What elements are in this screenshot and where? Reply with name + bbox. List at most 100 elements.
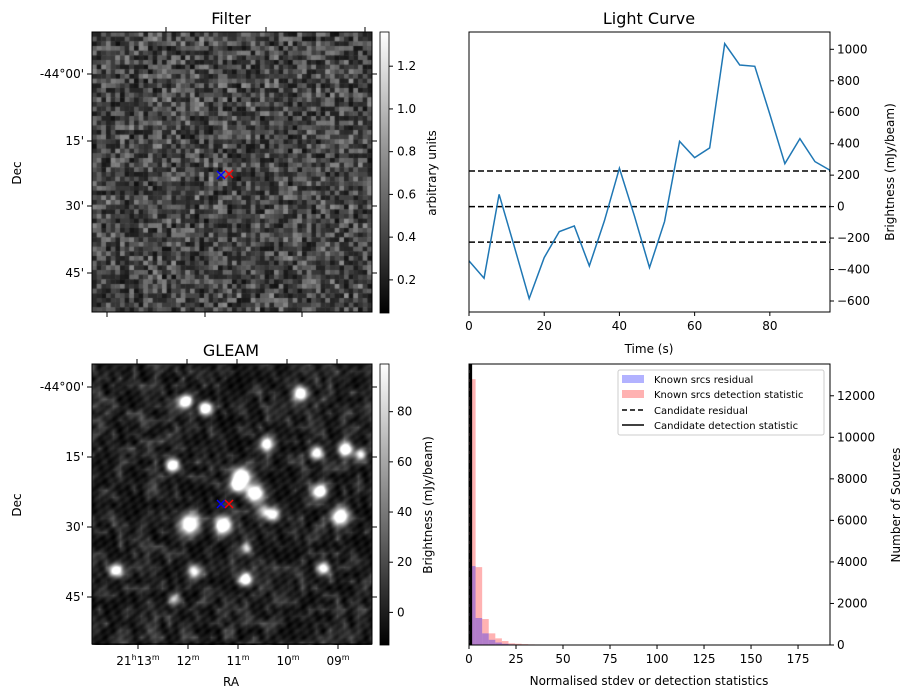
y-tick-label: −400 — [837, 263, 870, 277]
dec-tick-label: 15' — [65, 450, 84, 464]
colorbar-tick-label: 1.0 — [397, 102, 416, 116]
hist-bar — [488, 633, 496, 645]
dec-tick-label: 30' — [65, 199, 84, 213]
dec-tick-label: 45' — [65, 266, 84, 280]
hist-bar — [501, 643, 509, 645]
hist-ylabel: Number of Sources — [889, 448, 903, 563]
y-tick-label: −200 — [837, 231, 870, 245]
ra-tick-label: 11m — [226, 653, 249, 668]
ra-tick-label: 09m — [326, 653, 349, 668]
colorbar-tick-label: 0.2 — [397, 273, 416, 287]
gleam-image — [92, 364, 372, 645]
hist-bar — [482, 619, 489, 645]
gleam-xlabel: RA — [223, 675, 240, 689]
x-tick-label: 125 — [693, 652, 716, 666]
legend-label: Known srcs residual — [654, 375, 753, 386]
dec-tick-label: 30' — [65, 520, 84, 534]
x-tick-label: 75 — [602, 652, 617, 666]
ra-tick-label: 21h13m — [116, 653, 160, 668]
y-tick-label: 8000 — [837, 472, 868, 486]
filter-ylabel: Dec — [10, 161, 24, 184]
x-tick-label: 60 — [687, 319, 702, 333]
ra-tick-label: 12m — [176, 653, 199, 668]
hist-xlabel: Normalised stdev or detection statistics — [530, 674, 769, 688]
legend — [617, 369, 825, 436]
hist-bar — [488, 639, 496, 645]
x-tick-label: 100 — [646, 652, 669, 666]
x-tick-label: 40 — [612, 319, 627, 333]
colorbar-tick-label: 0 — [397, 605, 405, 619]
colorbar-tick-label: 1.2 — [397, 59, 416, 73]
legend-label: Candidate detection statistic — [654, 421, 798, 432]
hist-bar — [515, 643, 522, 645]
blue-cross-marker — [216, 499, 226, 509]
legend-swatch — [622, 390, 644, 398]
lightcurve-xlabel: Time (s) — [624, 342, 674, 356]
red-cross-marker — [224, 499, 234, 509]
gleam-cbar-label: Brightness (mJy/beam) — [421, 436, 435, 574]
y-tick-label: 600 — [837, 105, 860, 119]
gleam-ylabel: Dec — [10, 493, 24, 516]
legend-label: Known srcs detection statistic — [654, 390, 803, 401]
legend-label: Candidate residual — [654, 406, 748, 417]
x-tick-label: 80 — [762, 319, 777, 333]
dec-tick-label: 15' — [65, 134, 84, 148]
hist-bar — [495, 642, 502, 645]
y-tick-label: 1000 — [837, 42, 868, 56]
x-tick-label: 150 — [740, 652, 763, 666]
x-tick-label: 0 — [465, 319, 473, 333]
colorbar-tick-label: 40 — [397, 505, 412, 519]
colorbar-tick-label: 0.4 — [397, 230, 416, 244]
filter-cbar-label: arbitrary units — [425, 130, 439, 216]
hist-bar — [508, 643, 516, 645]
dec-tick-label: -44°00' — [40, 380, 84, 394]
ra-tick-label: 10m — [276, 653, 299, 668]
y-tick-label: 4000 — [837, 555, 868, 569]
colorbar-tick-label: 20 — [397, 555, 412, 569]
y-tick-label: 10000 — [837, 430, 875, 444]
hist-bar — [482, 633, 489, 645]
lightcurve-frame — [468, 31, 831, 313]
x-tick-label: 20 — [537, 319, 552, 333]
dec-tick-label: -44°00' — [40, 67, 84, 81]
y-tick-label: 0 — [837, 200, 845, 214]
y-tick-label: 400 — [837, 137, 860, 151]
y-tick-label: 6000 — [837, 513, 868, 527]
y-tick-label: 200 — [837, 168, 860, 182]
colorbar — [379, 363, 390, 646]
lightcurve-title: Light Curve — [603, 9, 695, 28]
light-curve-line — [468, 41, 831, 302]
dec-tick-label: 45' — [65, 590, 84, 604]
colorbar — [379, 31, 390, 314]
y-tick-label: 0 — [837, 638, 845, 652]
y-tick-label: −600 — [837, 294, 870, 308]
hist-bar — [469, 566, 476, 645]
x-tick-label: 50 — [555, 652, 570, 666]
x-tick-label: 0 — [465, 652, 473, 666]
hist-bar — [469, 379, 476, 645]
colorbar-tick-label: 60 — [397, 455, 412, 469]
filter-title: Filter — [211, 9, 251, 28]
x-tick-label: 175 — [787, 652, 810, 666]
blue-cross-marker — [216, 170, 226, 180]
image-frame — [91, 31, 373, 313]
y-tick-label: 2000 — [837, 596, 868, 610]
hist-frame — [468, 363, 831, 646]
hist-bar — [501, 641, 509, 645]
legend-swatch — [622, 375, 644, 383]
hist-bar — [475, 567, 483, 645]
hist-bar — [495, 638, 502, 645]
y-tick-label: 12000 — [837, 389, 875, 403]
lightcurve-ylabel: Brightness (mJy/beam) — [883, 103, 897, 241]
x-tick-label: 25 — [508, 652, 523, 666]
image-frame — [91, 363, 373, 645]
red-cross-marker — [224, 169, 234, 179]
colorbar-tick-label: 80 — [397, 405, 412, 419]
colorbar-tick-label: 0.8 — [397, 145, 416, 159]
hist-bar — [475, 618, 483, 645]
colorbar-tick-label: 0.6 — [397, 187, 416, 201]
y-tick-label: 800 — [837, 74, 860, 88]
gleam-title: GLEAM — [203, 341, 259, 360]
